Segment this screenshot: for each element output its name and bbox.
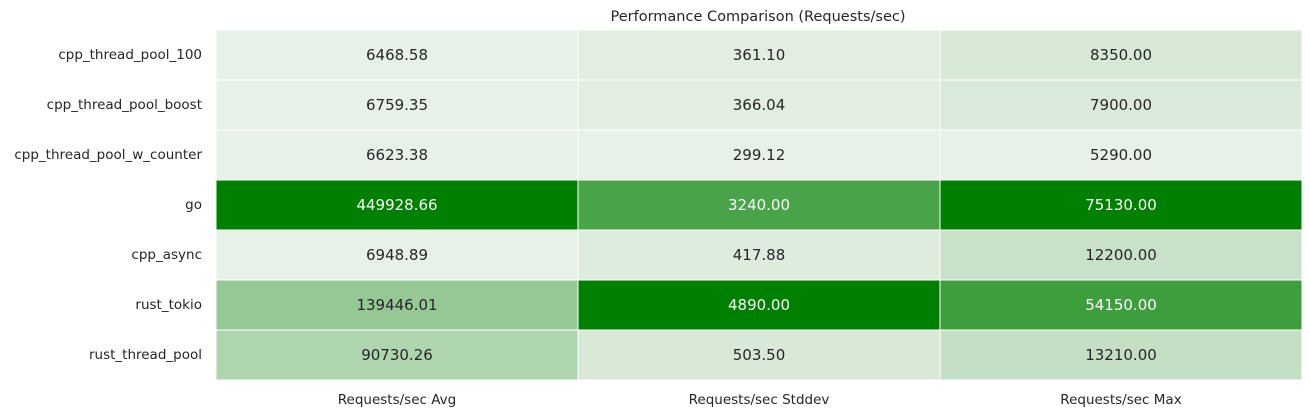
heatmap-cell (215, 279, 579, 331)
row-tick-label: rust_thread_pool (89, 347, 202, 363)
cell-value-label: 7900.00 (1090, 96, 1152, 114)
cell-value-label: 6948.89 (366, 246, 428, 264)
row-tick-label: cpp_thread_pool_w_counter (14, 147, 202, 163)
heatmap-cell (215, 329, 579, 381)
cell-value-label: 366.04 (733, 96, 786, 114)
heatmap-cell (939, 279, 1303, 331)
row-tick-label: go (185, 197, 202, 213)
row-tick-label: cpp_thread_pool_boost (47, 97, 202, 113)
column-tick-label: Requests/sec Max (1060, 392, 1181, 408)
column-labels: Requests/sec Avg Requests/sec Stddev Reque… (338, 392, 1182, 408)
heatmap-cell (577, 279, 941, 331)
heatmap-cell (577, 129, 941, 181)
heatmap-cell (577, 329, 941, 381)
heatmap-cell (939, 329, 1303, 381)
cell-value-label: 75130.00 (1085, 196, 1157, 214)
cell-value-label: 417.88 (733, 246, 786, 264)
cell-value-label: 54150.00 (1085, 296, 1157, 314)
heatmap-cell (215, 79, 579, 131)
heatmap-cell (939, 179, 1303, 231)
cell-value-label: 3240.00 (728, 196, 790, 214)
cell-value-label: 449928.66 (356, 196, 437, 214)
heatmap-cell (939, 79, 1303, 131)
row-tick-label: cpp_async (131, 247, 202, 263)
row-tick-label: cpp_thread_pool_100 (58, 47, 202, 63)
cell-value-label: 361.10 (733, 46, 786, 64)
cell-value-label: 6468.58 (366, 46, 428, 64)
heatmap-cell (939, 229, 1303, 281)
column-tick-label: Requests/sec Stddev (689, 392, 830, 408)
heatmap-cell (577, 29, 941, 81)
heatmap-cell (939, 29, 1303, 81)
heatmap-cell (577, 79, 941, 131)
cell-value-label: 139446.01 (356, 296, 437, 314)
cell-value-label: 299.12 (733, 146, 786, 164)
row-labels: cpp_thread_pool_100 cpp_thread_pool_boost… (14, 47, 202, 363)
cell-value-label: 13210.00 (1085, 346, 1157, 364)
heatmap-cells: 6468.58 361.10 8350.00 6759.35 366.04 7900.00… (215, 29, 1303, 381)
cell-value-label: 4890.00 (728, 296, 790, 314)
cell-value-label: 5290.00 (1090, 146, 1152, 164)
column-tick-label: Requests/sec Avg (338, 392, 456, 408)
cell-value-label: 12200.00 (1085, 246, 1157, 264)
row-tick-label: rust_tokio (135, 297, 202, 313)
heatmap-cell (215, 179, 579, 231)
cell-value-label: 90730.26 (361, 346, 433, 364)
cell-value-label: 6623.38 (366, 146, 428, 164)
cell-value-label: 8350.00 (1090, 46, 1152, 64)
cell-value-label: 503.50 (733, 346, 786, 364)
heatmap-cell (215, 29, 579, 81)
heatmap-cell (215, 229, 579, 281)
cell-value-label: 6759.35 (366, 96, 428, 114)
chart-title: Performance Comparison (Requests/sec) (610, 9, 905, 25)
heatmap-cell (577, 229, 941, 281)
